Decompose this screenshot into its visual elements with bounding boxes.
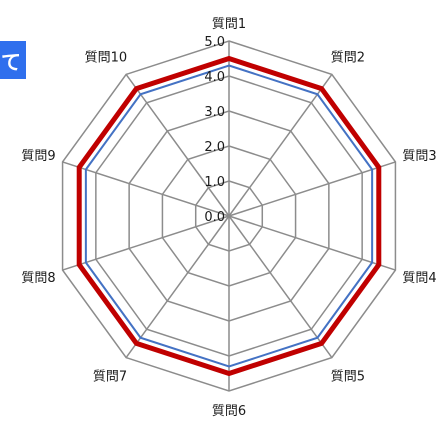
grid-spoke (228, 161, 396, 217)
tab-fragment-label: て (1, 49, 21, 74)
category-layer: 質問1 質問2 質問3 質問4 質問5 質問6 質問7 質問8 質問9 質問10 (21, 17, 436, 419)
grid-spoke (228, 215, 396, 271)
grid-spoke (62, 161, 230, 217)
radial-tick-label: 5.0 (204, 35, 225, 50)
tab-fragment[interactable]: て (0, 41, 26, 79)
grid-spoke (125, 215, 230, 359)
grid-spoke (228, 215, 333, 359)
category-label: 質問10 (85, 51, 128, 66)
tick-layer: 0.0 1.0 2.0 3.0 4.0 5.0 (204, 35, 225, 225)
series-layer (76, 55, 382, 377)
grid-layer (61, 40, 397, 392)
category-label: 質問3 (402, 149, 436, 164)
radial-tick-label: 0.0 (204, 210, 225, 225)
grid-spoke (125, 73, 230, 217)
grid-spoke (62, 215, 230, 271)
radial-tick-label: 3.0 (204, 105, 225, 120)
category-label: 質問1 (212, 17, 246, 32)
category-label: 質問5 (331, 369, 365, 384)
grid-spoke (228, 73, 333, 217)
radial-tick-label: 1.0 (204, 175, 225, 190)
radial-tick-label: 4.0 (204, 70, 225, 85)
category-label: 質問2 (331, 51, 365, 66)
category-label: 質問4 (402, 271, 436, 286)
category-label: 質問8 (21, 271, 55, 286)
category-label: 質問9 (21, 149, 55, 164)
radial-tick-label: 2.0 (204, 140, 225, 155)
category-label: 質問7 (93, 369, 127, 384)
category-label: 質問6 (212, 404, 246, 419)
